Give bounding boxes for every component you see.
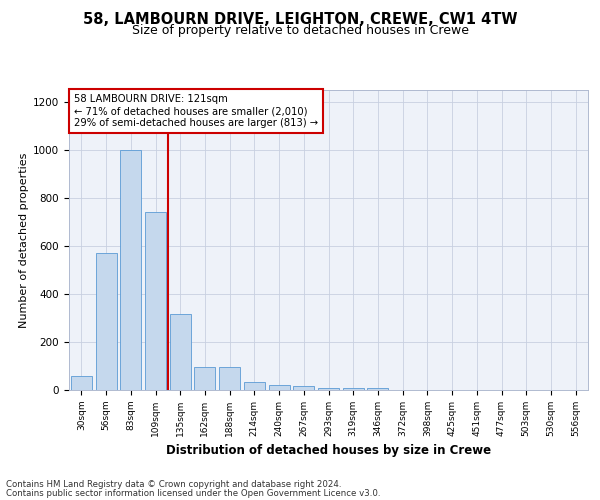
Bar [269, 385, 290, 390]
Y-axis label: Number of detached properties: Number of detached properties [19, 152, 29, 328]
Text: 58 LAMBOURN DRIVE: 121sqm
← 71% of detached houses are smaller (2,010)
29% of se: 58 LAMBOURN DRIVE: 121sqm ← 71% of detac… [74, 94, 319, 128]
Bar [120, 150, 141, 390]
Text: Contains HM Land Registry data © Crown copyright and database right 2024.: Contains HM Land Registry data © Crown c… [6, 480, 341, 489]
Bar [343, 388, 364, 390]
Text: Contains public sector information licensed under the Open Government Licence v3: Contains public sector information licen… [6, 488, 380, 498]
Bar [194, 367, 215, 390]
Bar [318, 388, 339, 390]
Text: 58, LAMBOURN DRIVE, LEIGHTON, CREWE, CW1 4TW: 58, LAMBOURN DRIVE, LEIGHTON, CREWE, CW1… [83, 12, 517, 28]
Bar [244, 382, 265, 390]
Bar [170, 314, 191, 390]
Bar [293, 386, 314, 390]
Bar [145, 212, 166, 390]
Bar [95, 253, 116, 390]
Bar [71, 376, 92, 390]
Text: Size of property relative to detached houses in Crewe: Size of property relative to detached ho… [131, 24, 469, 37]
Bar [219, 367, 240, 390]
X-axis label: Distribution of detached houses by size in Crewe: Distribution of detached houses by size … [166, 444, 491, 458]
Bar [367, 388, 388, 390]
